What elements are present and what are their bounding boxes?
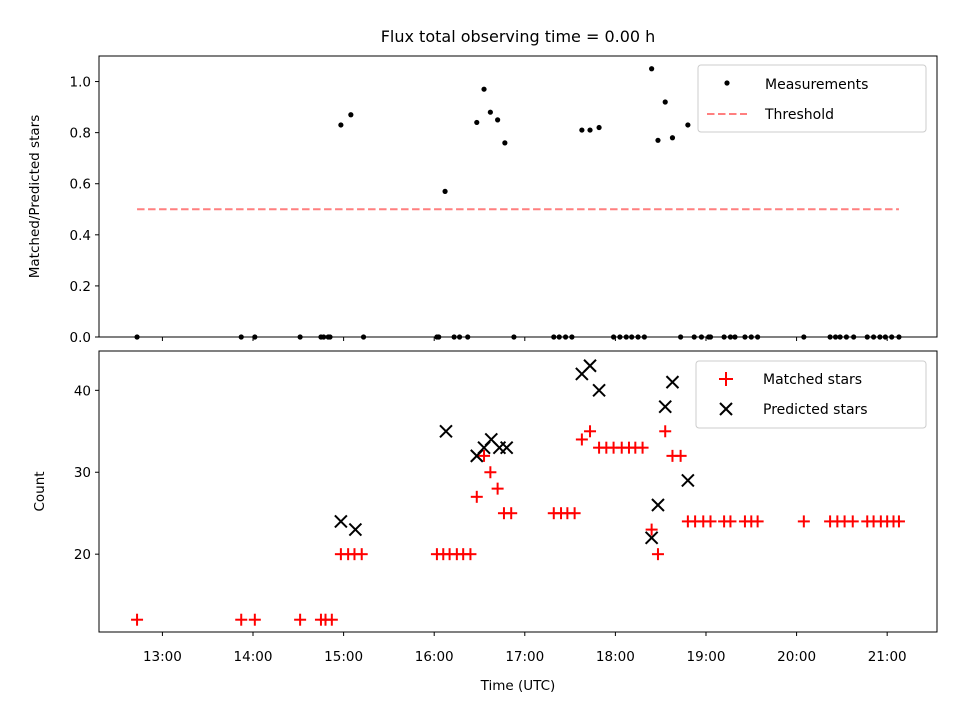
top-y-ticks: 0.0 0.2 0.4 0.6 0.8 1.0 [70, 75, 99, 346]
matched-star-point [575, 433, 588, 446]
measurement-point [338, 122, 344, 128]
matched-star-point [704, 515, 717, 528]
matched-star-point [568, 507, 581, 520]
measurement-point [348, 112, 354, 118]
top-y-tick-label: 0.6 [70, 177, 91, 193]
predicted-star-point [583, 359, 597, 373]
predicted-star-point [665, 375, 680, 389]
matched-star-point [470, 490, 483, 503]
x-tick-label: 21:00 [868, 649, 907, 665]
top-legend-box [697, 64, 927, 133]
matched-star-point [724, 515, 737, 528]
top-y-tick-label: 0.4 [70, 228, 91, 244]
matched-star-point [478, 449, 491, 462]
measurement-point [649, 66, 655, 72]
measurement-point [487, 109, 493, 115]
matched-star-point [294, 613, 307, 626]
matched-star-point [464, 548, 477, 561]
x-axis-label: Time (UTC) [480, 678, 556, 694]
measurement-point [442, 188, 448, 194]
bottom-y-tick-label: 20 [74, 547, 91, 563]
matched-star-point [751, 515, 764, 528]
x-tick-label: 19:00 [687, 649, 726, 665]
bottom-legend: Matched stars Predicted stars [695, 360, 927, 429]
top-y-tick-label: 0.2 [70, 279, 91, 295]
predicted-star-point [499, 440, 514, 455]
matched-star-point [484, 466, 497, 479]
top-legend: Measurements Threshold [697, 64, 927, 133]
top-axes-frame [98, 55, 938, 338]
predicted-star-point [681, 473, 695, 488]
matched-star-point [584, 425, 597, 438]
measurement-point [669, 135, 676, 141]
predicted-star-point [592, 383, 606, 398]
measurement-point [596, 124, 602, 131]
x-tick-label: 20:00 [777, 649, 816, 665]
measurement-point [502, 140, 508, 146]
matched-star-point [659, 425, 672, 438]
x-tick-label: 13:00 [143, 649, 182, 665]
measurement-point [495, 117, 501, 123]
bottom-y-tick-label: 30 [74, 465, 91, 481]
bottom-y-ticks: 20 30 40 [74, 383, 99, 563]
measurement-point [662, 99, 668, 105]
measurement-point [579, 127, 585, 133]
matched-star-point [235, 613, 248, 626]
legend-threshold-label: Threshold [764, 107, 834, 123]
x-tick-label: 16:00 [415, 649, 454, 665]
predicted-star-point [334, 514, 348, 529]
bottom-y-tick-label: 40 [74, 383, 91, 399]
legend-measurements-marker [724, 80, 730, 86]
x-tick-label: 14:00 [234, 649, 273, 665]
top-y-tick-label: 1.0 [70, 75, 91, 91]
bottom-y-axis-label: Count [32, 471, 48, 511]
measurement-point [481, 86, 487, 92]
legend-measurements-label: Measurements [765, 77, 868, 93]
matched-star-point [505, 507, 518, 520]
matched-star-point [131, 613, 144, 626]
matched-star-point [651, 548, 664, 561]
legend-predicted-marker [719, 402, 733, 416]
matched-star-point [846, 515, 859, 528]
predicted-star-point [651, 498, 665, 512]
matched-star-point [674, 449, 687, 462]
measurement-point [685, 122, 691, 128]
predicted-star-point [658, 400, 672, 414]
matched-star-point [325, 613, 338, 626]
legend-predicted-label: Predicted stars [763, 402, 868, 418]
x-tick-label: 15:00 [324, 649, 363, 665]
chart-title: Flux total observing time = 0.00 h [381, 27, 656, 46]
matched-star-point [645, 523, 658, 536]
predicted-star-point [348, 522, 363, 537]
matched-star-point [797, 515, 810, 528]
top-y-tick-label: 0.0 [70, 330, 91, 346]
legend-matched-marker [719, 372, 733, 386]
top-panel: 0.0 0.2 0.4 0.6 0.8 1.0 Matched/Predicted sta… [27, 55, 938, 346]
top-y-tick-label: 0.8 [70, 126, 91, 142]
measurement-point [587, 127, 593, 133]
top-y-axis-label: Matched/Predicted stars [27, 115, 43, 278]
matched-star-point [892, 515, 905, 528]
bottom-panel: 20 30 40 13:00 14:00 15:00 16:00 17:00 18:00 19:… [32, 350, 938, 694]
bottom-x-ticks: 13:00 14:00 15:00 16:00 17:00 18:00 19:00 20:00… [143, 632, 907, 665]
matched-star-point [248, 613, 261, 626]
predicted-star-point [644, 531, 659, 545]
x-tick-label: 18:00 [596, 649, 635, 665]
matched-star-point [355, 548, 368, 561]
matched-star-point [491, 482, 504, 495]
bottom-legend-box [695, 360, 927, 429]
bottom-axes-frame [98, 350, 938, 633]
matched-star-point [636, 441, 649, 454]
bottom-plot-area [131, 359, 905, 626]
x-tick-label: 17:00 [505, 649, 544, 665]
measurement-point [474, 119, 480, 126]
measurement-point [655, 137, 661, 143]
legend-matched-label: Matched stars [763, 372, 862, 388]
predicted-star-point [439, 424, 453, 438]
